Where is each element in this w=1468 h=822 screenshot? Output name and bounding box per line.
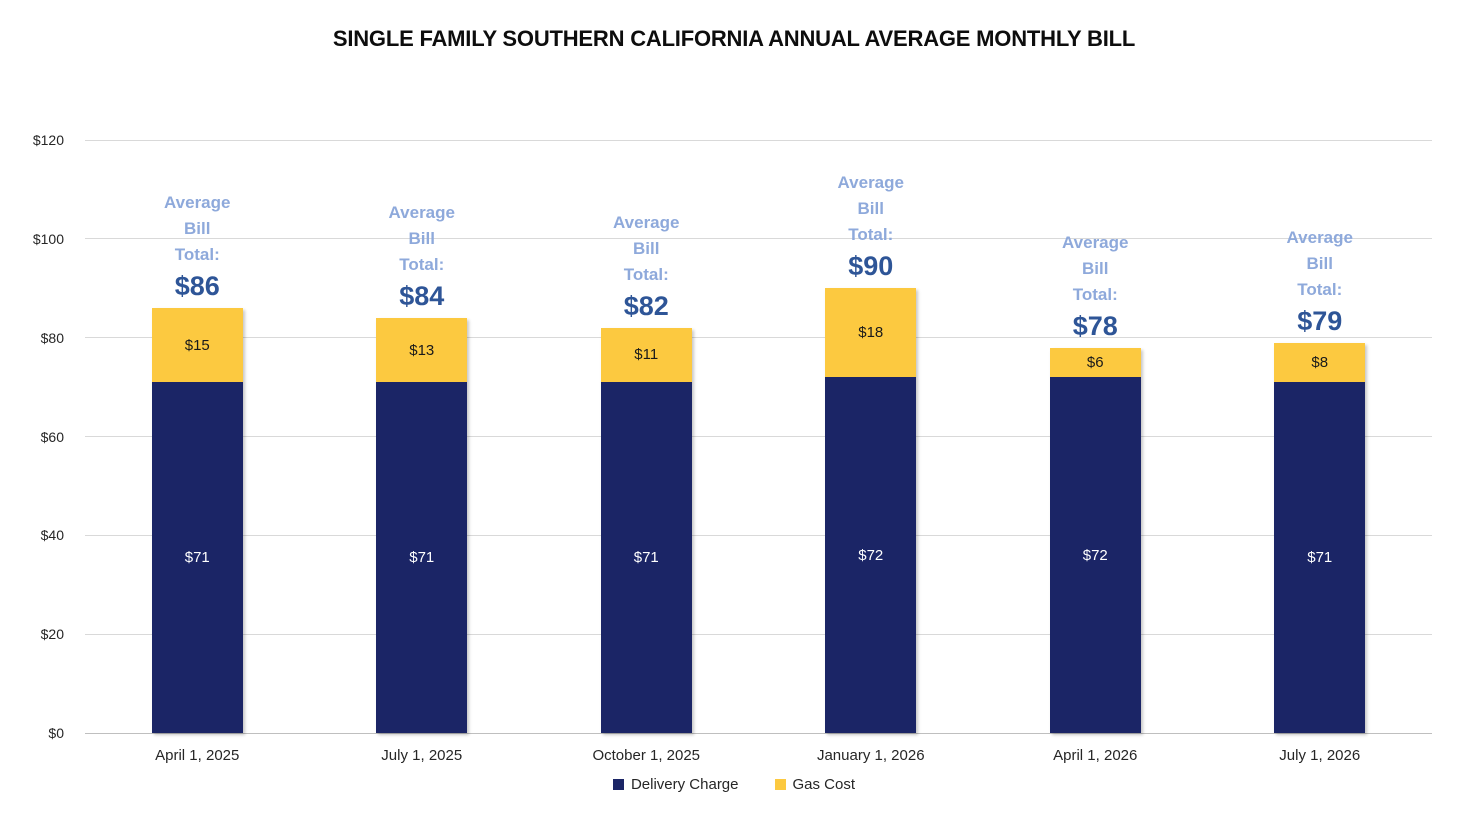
bar-group-april-1-2026: $6 $72 <box>1049 347 1141 733</box>
average-bill-total-annotation: Average Bill Total: $78 <box>1005 230 1185 342</box>
y-axis-tick-label: $120 <box>32 132 64 148</box>
annotation-total-value: $86 <box>174 271 220 302</box>
y-axis-tick-label: $80 <box>40 329 64 346</box>
annotation-line: Bill <box>857 199 884 219</box>
bar-group-april-1-2025: $15 $71 <box>151 308 243 733</box>
annotation-line: Total: <box>1297 279 1343 299</box>
annotation-total-value: $90 <box>848 251 894 282</box>
annotation-total-value: $78 <box>1072 310 1118 341</box>
bar-group-july-1-2026: $8 $71 <box>1274 342 1366 733</box>
plot-area: $15 $71 Average Bill Total: $86 $13 $71 Average B… <box>85 139 1432 734</box>
gridline-40 <box>85 534 1432 536</box>
bar-gas-cost-segment: $15 <box>151 308 243 383</box>
annotation-line: Bill <box>633 238 660 258</box>
annotation-line: Bill <box>184 219 211 239</box>
x-axis-label-april-1-2025: April 1, 2025 <box>155 747 240 764</box>
annotation-line: Average <box>837 173 904 193</box>
legend: Delivery Charge Gas Cost <box>0 776 1468 793</box>
annotation-line: Average <box>1062 232 1129 252</box>
gridline-100 <box>85 238 1432 240</box>
annotation-line: Average <box>613 212 680 232</box>
bar-delivery-charge-segment: $71 <box>151 382 243 733</box>
annotation-line: Average <box>164 193 231 213</box>
annotation-line: Average <box>388 202 455 222</box>
bar-delivery-charge-segment: $72 <box>1049 377 1141 733</box>
bar-gas-cost-segment: $11 <box>600 327 692 383</box>
bar-delivery-charge-segment: $71 <box>376 382 468 733</box>
annotation-total-value: $79 <box>1297 305 1343 336</box>
bar-delivery-charge-segment: $71 <box>600 382 692 733</box>
gridline-20 <box>85 633 1432 635</box>
annotation-total-value: $84 <box>399 280 445 311</box>
average-bill-total-annotation: Average Bill Total: $82 <box>556 210 736 322</box>
average-bill-total-annotation: Average Bill Total: $79 <box>1230 225 1410 337</box>
gridline-120 <box>85 139 1432 141</box>
x-axis-label-april-1-2026: April 1, 2026 <box>1053 747 1138 764</box>
annotation-line: Bill <box>408 228 435 248</box>
annotation-line: Total: <box>623 264 669 284</box>
bar-group-october-1-2025: $11 $71 <box>600 327 692 733</box>
bar-gas-cost-segment: $13 <box>376 317 468 383</box>
legend-item-delivery-charge: Delivery Charge <box>612 776 739 793</box>
y-axis-tick-label: $20 <box>40 626 64 643</box>
bar-gas-cost-segment: $6 <box>1049 347 1141 378</box>
x-axis-label-january-1-2026: January 1, 2026 <box>816 747 925 764</box>
y-axis-tick-label: $60 <box>40 428 64 445</box>
average-bill-total-annotation: Average Bill Total: $84 <box>332 200 512 312</box>
bar-gas-cost-segment: $18 <box>825 288 917 378</box>
average-bill-total-annotation: Average Bill Total: $90 <box>781 170 961 282</box>
annotation-line: Total: <box>1072 284 1118 304</box>
legend-swatch-delivery-charge-icon <box>612 779 624 790</box>
gridline-0 <box>85 732 1432 734</box>
bar-group-january-1-2026: $18 $72 <box>825 288 917 733</box>
legend-swatch-gas-cost-icon <box>774 779 786 790</box>
legend-item-gas-cost: Gas Cost <box>774 776 856 793</box>
annotation-line: Average <box>1286 227 1353 247</box>
bar-gas-cost-segment: $8 <box>1274 342 1366 383</box>
x-axis-label-october-1-2025: October 1, 2025 <box>592 747 701 764</box>
bar-delivery-charge-segment: $71 <box>1274 382 1366 733</box>
chart-title: SINGLE FAMILY SOUTHERN CALIFORNIA ANNUAL… <box>332 26 1136 51</box>
bar-group-july-1-2025: $13 $71 <box>376 317 468 733</box>
annotation-line: Total: <box>399 254 445 274</box>
annotation-line: Total: <box>848 225 894 245</box>
annotation-line: Bill <box>1082 258 1109 278</box>
gridline-80 <box>85 337 1432 339</box>
average-bill-total-annotation: Average Bill Total: $86 <box>107 190 287 302</box>
annotation-total-value: $82 <box>623 290 669 321</box>
y-axis-tick-label: $40 <box>40 527 64 544</box>
y-axis-tick-label: $0 <box>48 725 64 741</box>
annotation-line: Total: <box>174 245 220 265</box>
x-axis-label-july-1-2025: July 1, 2025 <box>381 747 463 764</box>
annotation-line: Bill <box>1306 253 1333 273</box>
gridline-60 <box>85 436 1432 437</box>
legend-label-gas-cost: Gas Cost <box>792 776 856 793</box>
bar-delivery-charge-segment: $72 <box>825 377 917 733</box>
x-axis-label-july-1-2026: July 1, 2026 <box>1279 747 1361 764</box>
y-axis-tick-label: $100 <box>32 230 64 247</box>
legend-label-delivery-charge: Delivery Charge <box>630 776 739 793</box>
